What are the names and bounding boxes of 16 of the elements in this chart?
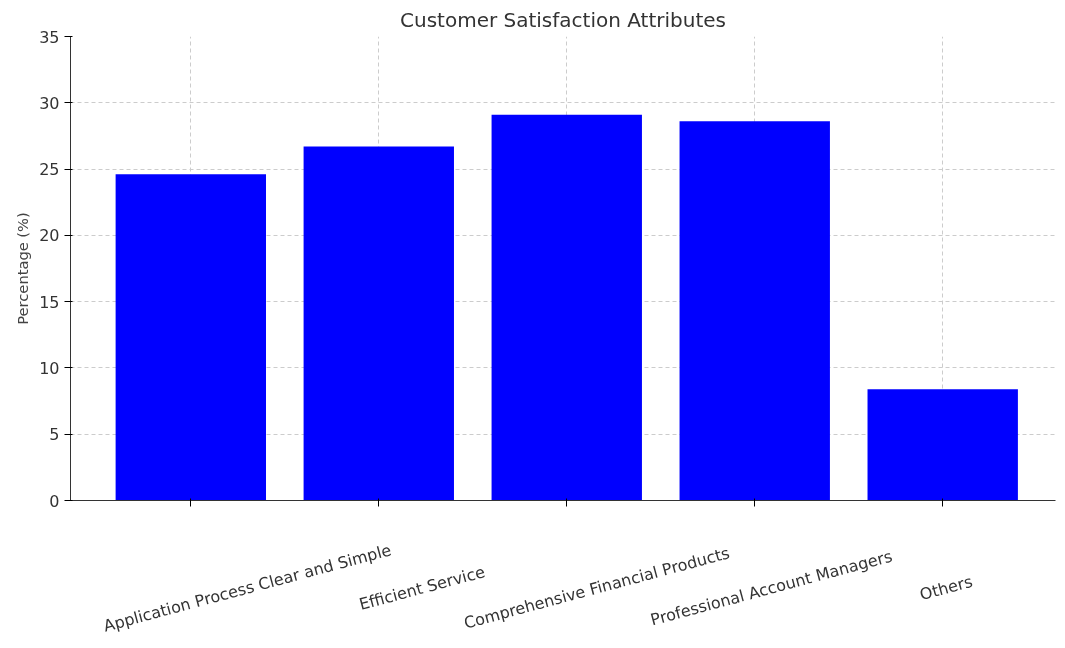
y-tick-label: 25 [39, 160, 60, 180]
bar [491, 114, 642, 501]
bar [679, 121, 830, 501]
y-tick-label: 10 [39, 358, 60, 378]
y-tick-label: 30 [39, 93, 60, 113]
y-tick-label: 15 [39, 292, 60, 312]
y-tick-label: 20 [39, 226, 60, 246]
y-tick-label: 35 [39, 27, 60, 47]
chart-title: Customer Satisfaction Attributes [400, 7, 726, 32]
bar [867, 389, 1018, 501]
x-tick-label: Others [917, 571, 975, 605]
y-tick-label: 5 [49, 425, 60, 445]
bar [115, 174, 266, 501]
y-axis-title: Percentage (%) [14, 212, 32, 325]
y-tick-label: 0 [49, 491, 60, 511]
bar [303, 146, 454, 501]
